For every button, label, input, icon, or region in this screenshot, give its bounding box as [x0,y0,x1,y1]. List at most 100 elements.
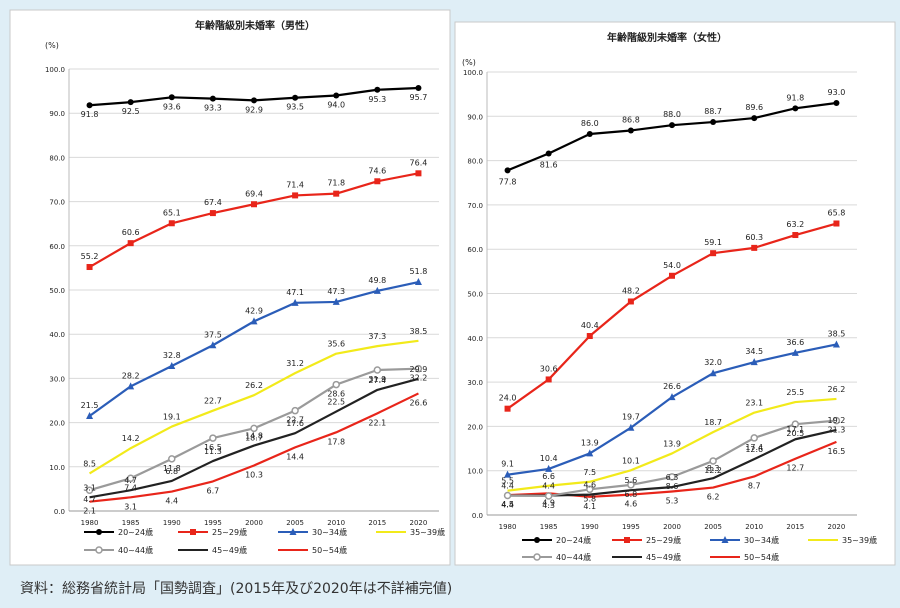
data-label: 18.7 [704,418,722,427]
y-tick-label: 30.0 [467,379,483,387]
data-label: 13.9 [581,438,599,447]
series-line [88,339,419,475]
legend-marker [721,536,729,543]
data-point [627,423,635,431]
data-point [832,416,841,425]
x-tick-label: 2010 [327,519,345,527]
data-label: 34.5 [745,347,763,356]
data-label: 36.6 [786,338,804,347]
data-point [833,220,840,227]
data-point [415,170,422,177]
data-label: 81.6 [540,161,558,170]
data-point [332,380,340,389]
legend-item: 35~39歳 [808,535,877,545]
x-tick-label: 1990 [163,519,181,527]
x-tick-label: 1995 [622,523,640,531]
data-label: 10.3 [245,470,263,479]
chart-panel-background [9,9,451,566]
data-label: 16.5 [204,443,222,452]
data-point [127,99,134,106]
data-label: 6.2 [707,493,720,502]
data-label: 11.8 [163,464,181,473]
y-tick-label: 90.0 [49,110,65,118]
data-label: 65.1 [163,208,181,217]
data-point [504,470,512,478]
series-20~24歳 [504,100,840,174]
data-label: 27.4 [368,376,386,385]
chart-panel-male: 年齢階級別未婚率（男性） (%) 0.0 10.0 20.0 30.0 40.0 50.0 60… [9,9,451,566]
data-label: 6.8 [165,467,178,476]
data-point [250,424,258,433]
y-tick-label: 0.0 [472,512,483,520]
data-point [291,406,299,415]
legend-label: 50~54歳 [744,552,779,562]
data-label: 14.2 [122,434,140,443]
x-tick-label: 2020 [828,523,846,531]
data-label: 22.7 [204,397,222,406]
data-point [709,369,717,377]
data-point [792,105,799,112]
series-25~29歳 [504,220,840,412]
data-point [791,420,800,428]
y-tick-label: 0.0 [54,508,65,516]
series-50~54歳 [89,392,419,503]
data-label: 26.2 [828,385,846,394]
data-point [586,449,594,457]
data-label: 71.4 [286,180,304,189]
data-point [126,474,135,483]
x-tick-label: 1990 [581,523,599,531]
y-tick-label: 70.0 [467,202,483,210]
data-point [251,97,257,104]
data-label: 17.4 [745,443,763,452]
data-point [373,286,381,294]
data-point [250,317,258,325]
data-label: 35.6 [327,340,345,349]
data-label: 19.1 [163,413,181,422]
data-point [373,366,382,374]
legend: 20~24歳 25~29歳 30~34歳 35~39歳 40~44歳 45~49歳 50~5… [84,527,445,555]
data-label: 59.1 [704,238,722,247]
data-point [586,485,594,494]
x-tick-label: 2005 [704,523,722,531]
data-label: 32.2 [410,374,428,383]
data-label: 26.6 [663,382,681,391]
data-label: 6.7 [207,486,220,495]
data-label: 38.5 [828,329,846,338]
x-tick-label: 1980 [499,523,517,531]
x-tick-label: 1985 [122,519,140,527]
data-point [586,131,593,138]
y-tick-label: 100.0 [45,66,65,74]
source-note: 資料：総務省統計局「国勢調査」(2015年及び2020年は不詳補完値) [20,581,453,597]
legend-marker [96,529,102,535]
data-label: 17.8 [327,437,345,446]
data-label: 17.1 [786,425,804,434]
data-label: 92.5 [122,107,140,116]
legend-label: 20~24歳 [118,527,153,537]
data-point [251,201,257,208]
legend-marker [190,529,196,535]
data-point [86,264,93,271]
legend-item: 35~39歳 [376,527,445,537]
data-label: 5.5 [501,477,514,486]
data-label: 14.8 [245,432,263,441]
data-label: 93.6 [163,102,181,111]
data-label: 22.5 [327,398,345,407]
legend-marker [624,537,630,543]
data-label: 4.6 [583,481,596,490]
data-label: 14.4 [286,452,304,461]
data-label: 26.6 [410,398,428,407]
data-label: 3.1 [83,483,96,492]
data-label: 93.3 [204,104,222,113]
data-label: 4.1 [583,502,596,511]
y-tick-label: 40.0 [49,331,65,339]
data-label: 12.6 [745,445,763,454]
data-point [292,94,299,101]
data-point [374,86,381,93]
data-label: 8.7 [748,481,761,490]
data-point [669,122,675,129]
data-label: 63.2 [786,220,804,229]
data-point [668,473,676,481]
legend-label: 20~24歳 [556,535,591,545]
data-point [545,376,552,383]
y-tick-label: 90.0 [467,113,483,121]
